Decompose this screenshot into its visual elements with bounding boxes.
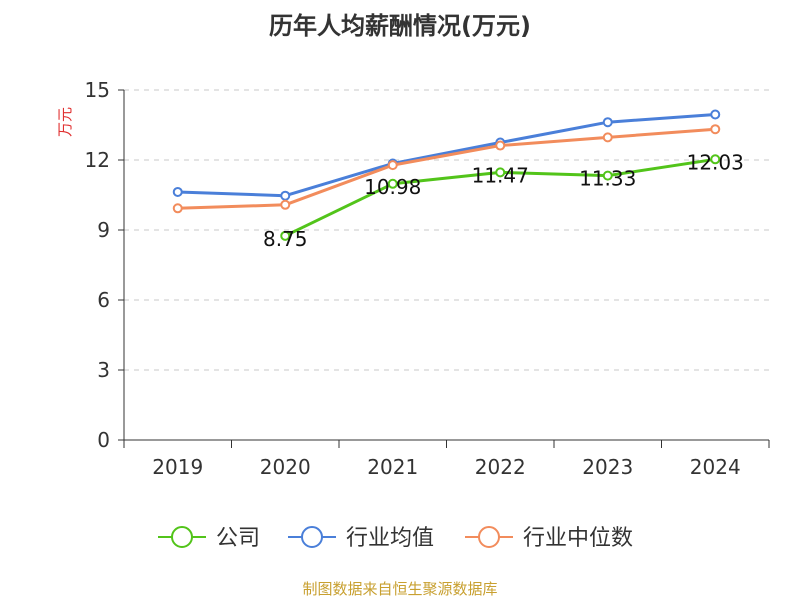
data-point (495, 140, 506, 151)
x-tick-label: 2020 (260, 455, 311, 479)
legend-label: 公司 (216, 526, 260, 551)
data-point (710, 109, 721, 120)
x-tick-label: 2019 (152, 455, 203, 479)
data-point (280, 190, 291, 201)
x-tick-label: 2024 (690, 455, 741, 479)
chart-title: 历年人均薪酬情况(万元) (269, 12, 531, 40)
data-point (495, 167, 506, 178)
y-tick-label: 9 (97, 218, 110, 242)
data-point (172, 203, 183, 214)
source-note: 制图数据来自恒生聚源数据库 (302, 580, 498, 598)
legend-label: 行业均值 (346, 526, 434, 551)
x-tick-label: 2022 (475, 455, 526, 479)
data-label: 10.98 (364, 175, 421, 199)
data-point (602, 132, 613, 143)
x-tick-label: 2021 (367, 455, 418, 479)
data-point (172, 186, 183, 197)
series-line-2 (177, 127, 716, 210)
data-label: 11.47 (472, 163, 529, 187)
data-point (602, 117, 613, 128)
legend-marker (301, 526, 323, 548)
y-tick-label: 12 (85, 148, 110, 172)
y-tick-label: 15 (85, 78, 110, 102)
data-point (602, 170, 613, 181)
y-axis-label: 万元 (56, 107, 74, 137)
data-point (387, 178, 398, 189)
data-point (280, 230, 291, 241)
data-point (387, 160, 398, 171)
x-tick-label: 2023 (582, 455, 633, 479)
data-point (280, 199, 291, 210)
data-label: 8.75 (263, 227, 308, 251)
legend-marker (478, 526, 500, 548)
data-point (710, 124, 721, 135)
y-tick-label: 0 (97, 428, 110, 452)
series-line-1 (177, 113, 716, 198)
legend-marker (171, 526, 193, 548)
y-tick-label: 3 (97, 358, 110, 382)
y-tick-label: 6 (97, 288, 110, 312)
legend-label: 行业中位数 (523, 526, 633, 551)
data-label: 11.33 (579, 167, 636, 191)
data-point (710, 154, 721, 165)
data-label: 12.03 (687, 150, 744, 174)
